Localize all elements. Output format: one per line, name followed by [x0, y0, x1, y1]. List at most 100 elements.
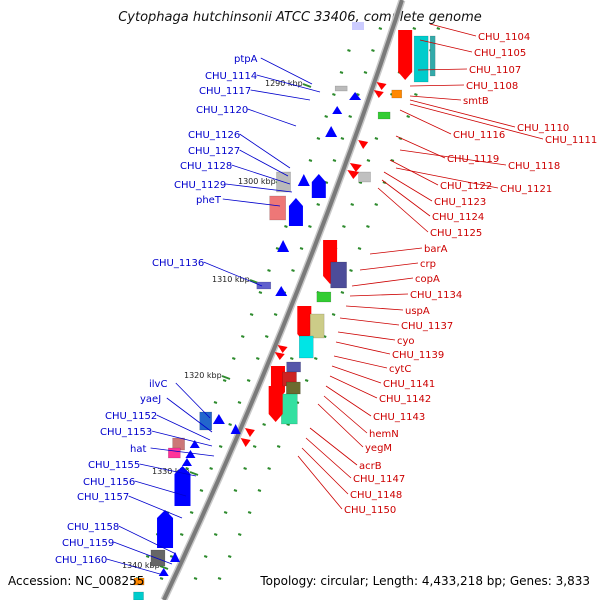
gene-feature	[398, 30, 413, 80]
gene-label-left: CHU_1117	[199, 86, 251, 97]
gene-label-left: CHU_1120	[196, 105, 248, 116]
gene-feature	[325, 126, 338, 137]
gene-feature	[297, 306, 312, 342]
gene-feature	[244, 428, 255, 437]
gene-feature	[240, 438, 251, 447]
track-tick	[179, 533, 184, 536]
gene-label-right: copA	[415, 274, 440, 285]
gene-feature	[150, 549, 166, 567]
gene-feature	[274, 352, 285, 360]
gene-label-left: CHU_1127	[188, 146, 240, 157]
gene-label-right: yegM	[365, 443, 392, 454]
gene-leader-line	[231, 164, 291, 185]
gene-leader-line	[349, 293, 409, 297]
gene-label-right: CHU_1141	[383, 379, 435, 390]
gene-label-left: CHU_1129	[174, 180, 226, 191]
track-tick	[366, 159, 371, 162]
track-tick	[233, 489, 238, 492]
kbp-marker-tick	[221, 375, 231, 380]
gene-leader-line	[331, 365, 382, 384]
gene-leader-line	[222, 198, 281, 207]
gene-label-right: CHU_1118	[508, 161, 560, 172]
gene-feature	[181, 458, 192, 466]
track-tick	[276, 445, 281, 448]
gene-leader-line	[166, 397, 213, 433]
track-tick	[308, 225, 312, 228]
gene-feature	[174, 466, 191, 506]
track-tick	[390, 159, 395, 162]
track-tick	[332, 159, 337, 162]
gene-leader-line	[118, 525, 177, 555]
track-tick	[228, 423, 232, 426]
gene-feature	[377, 111, 391, 120]
gene-leader-line	[305, 437, 352, 479]
track-tick	[217, 577, 222, 580]
gene-label-right: CHU_1104	[478, 32, 530, 43]
gene-label-right: CHU_1139	[392, 350, 444, 361]
track-tick	[332, 93, 336, 96]
track-tick	[262, 423, 266, 426]
gene-feature	[286, 381, 301, 395]
gene-label-left: CHU_1156	[83, 477, 135, 488]
track-tick	[231, 357, 236, 360]
gene-label-right: CHU_1125	[430, 228, 482, 239]
track-tick	[350, 203, 355, 206]
track-tick	[347, 49, 351, 52]
gene-leader-line	[139, 463, 197, 477]
track-tick	[189, 511, 194, 514]
gene-label-right: uspA	[405, 306, 430, 317]
gene-feature	[212, 414, 225, 424]
track-tick	[267, 269, 271, 272]
gene-feature	[168, 447, 181, 459]
track-tick	[243, 467, 247, 470]
gene-leader-line	[381, 179, 431, 217]
gene-label-left: CHU_1136	[152, 258, 204, 269]
gene-label-right: cyo	[397, 336, 415, 347]
track-tick	[227, 555, 232, 558]
gene-feature	[330, 261, 347, 289]
gene-leader-line	[429, 23, 477, 37]
gene-leader-line	[409, 95, 462, 101]
track-tick	[316, 203, 321, 206]
gene-feature	[230, 424, 241, 434]
topology-label: Topology: circular; Length: 4,433,218 bp…	[260, 574, 590, 588]
gene-feature	[189, 440, 200, 448]
gene-leader-line	[151, 430, 213, 447]
kbp-marker-label: 1290 kbp	[265, 79, 303, 88]
kbp-marker-tick	[189, 471, 199, 476]
track-tick	[348, 115, 353, 118]
track-tick	[255, 357, 260, 360]
gene-feature	[309, 313, 325, 339]
gene-leader-line	[345, 305, 404, 311]
genome-title: Cytophaga hutchinsonii ATCC 33406, compl…	[118, 10, 482, 25]
track-tick	[284, 225, 288, 228]
track-tick	[213, 533, 218, 536]
track-tick	[356, 93, 360, 96]
track-tick	[193, 577, 198, 580]
track-tick	[145, 555, 150, 558]
gene-label-right: CHU_1119	[447, 154, 499, 165]
track-tick	[237, 401, 242, 404]
gene-leader-line	[359, 262, 419, 271]
gene-leader-line	[409, 99, 516, 128]
gene-leader-line	[351, 277, 414, 287]
gene-label-right: CHU_1116	[453, 130, 505, 141]
track-tick	[357, 247, 362, 250]
gene-leader-line	[106, 558, 161, 575]
gene-feature	[275, 286, 288, 296]
gene-label-right: CHU_1124	[432, 212, 484, 223]
gene-feature	[349, 92, 362, 100]
gene-leader-line	[419, 39, 473, 53]
track-tick	[324, 115, 329, 118]
track-tick	[240, 335, 245, 338]
gene-feature	[316, 291, 332, 303]
track-tick	[414, 93, 418, 96]
gene-leader-line	[239, 133, 291, 169]
track-tick	[237, 533, 242, 536]
gene-leader-line	[113, 541, 173, 565]
gene-feature	[133, 577, 145, 586]
gene-label-right: CHU_1108	[466, 81, 518, 92]
gene-leader-line	[409, 103, 544, 140]
kbp-marker-label: 1340 kbp	[122, 561, 160, 570]
gene-leader-line	[156, 414, 211, 441]
